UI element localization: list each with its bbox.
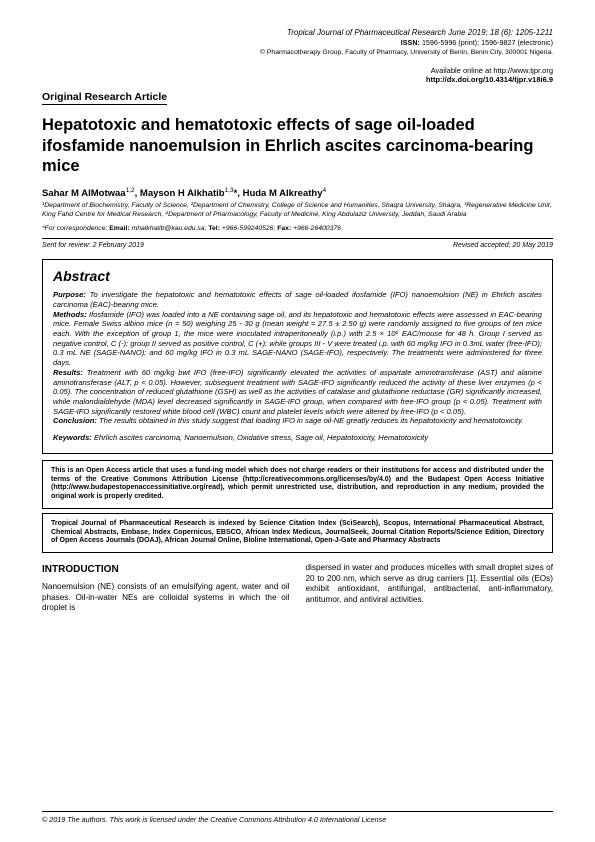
revised-date: Revised accepted: 20 May 2019 xyxy=(453,242,553,249)
results-text: Treatment with 60 mg/kg bwt IFO (free-IF… xyxy=(53,368,542,416)
purpose-text: To investigate the hepatotoxic and hemat… xyxy=(53,290,542,309)
email-label: Email: xyxy=(109,225,129,232)
issn-line: ISSN: 1596-5996 (print); 1596-9827 (elec… xyxy=(42,38,553,47)
abstract-box: Abstract Purpose: To investigate the hep… xyxy=(42,259,553,454)
conclusion-label: Conclusion: xyxy=(53,416,97,425)
author-list: Sahar M AlMotwaa1,2, Mayson H Alkhatib1,… xyxy=(42,187,553,199)
publisher-copyright: © Pharmacotherapy Group, Faculty of Phar… xyxy=(42,49,553,58)
correspondence-prefix: *For correspondence: xyxy=(42,225,107,232)
correspondence-email[interactable]: mhalkhatib@kau.edu.sa; xyxy=(132,225,207,232)
header-block: Tropical Journal of Pharmaceutical Resea… xyxy=(42,28,553,85)
tel-label: Tel: xyxy=(208,225,220,232)
journal-citation: Tropical Journal of Pharmaceutical Resea… xyxy=(42,28,553,38)
abstract-heading: Abstract xyxy=(53,268,542,284)
review-dates: Sent for review: 2 February 2019 Revised… xyxy=(42,238,553,249)
article-title: Hepatotoxic and hematotoxic effects of s… xyxy=(42,115,553,177)
column-left: INTRODUCTION Nanoemulsion (NE) consists … xyxy=(42,563,290,614)
keywords-label: Keywords: xyxy=(53,433,92,442)
intro-paragraph-left: Nanoemulsion (NE) consists of an emulsif… xyxy=(42,582,290,614)
conclusion-text: The results obtained in this study sugge… xyxy=(99,416,524,425)
methods-label: Methods: xyxy=(53,310,87,319)
correspondence-tel: +966-599240526; xyxy=(222,225,275,232)
fax-label: Fax: xyxy=(277,225,291,232)
article-type-label: Original Research Article xyxy=(42,91,167,105)
body-columns: INTRODUCTION Nanoemulsion (NE) consists … xyxy=(42,563,553,614)
online-availability: Available online at http://www.tjpr.org xyxy=(42,66,553,76)
open-access-license: This is an Open Access article that uses… xyxy=(42,460,553,509)
purpose-label: Purpose: xyxy=(53,290,86,299)
results-label: Results: xyxy=(53,368,83,377)
abstract-body: Purpose: To investigate the hepatotoxic … xyxy=(53,290,542,443)
introduction-heading: INTRODUCTION xyxy=(42,563,290,576)
keywords-text: Ehrlich ascites carcinoma, Nanoemulsion,… xyxy=(94,433,428,442)
methods-text: Ifosfamide (IFO) was loaded into a NE co… xyxy=(53,310,542,368)
issn-value: 1596-5996 (print); 1596-9827 (electronic… xyxy=(422,38,553,47)
intro-paragraph-right: dispersed in water and produces micelles… xyxy=(306,563,554,606)
indexing-info: Tropical Journal of Pharmaceutical Resea… xyxy=(42,513,553,553)
correspondence-line: *For correspondence: Email: mhalkhatib@k… xyxy=(42,225,553,232)
sent-date: Sent for review: 2 February 2019 xyxy=(42,242,144,249)
column-right: dispersed in water and produces micelles… xyxy=(306,563,554,614)
doi-link[interactable]: http://dx.doi.org/10.4314/tjpr.v18i6.9 xyxy=(42,75,553,85)
issn-label: ISSN: xyxy=(401,38,420,47)
page-footer: © 2019 The authors. This work is license… xyxy=(42,811,553,824)
correspondence-fax: +966-26400376 xyxy=(293,225,341,232)
affiliations: ¹Department of Biochemistry, Faculty of … xyxy=(42,202,553,219)
